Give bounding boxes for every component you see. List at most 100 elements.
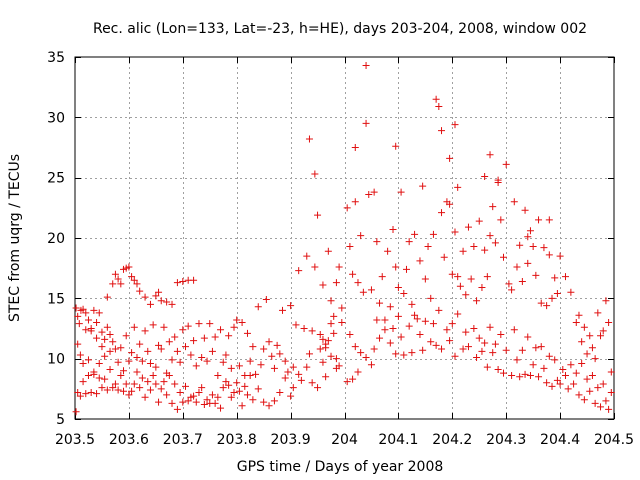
data-point <box>176 388 184 396</box>
data-point <box>295 267 303 275</box>
data-point <box>338 318 346 326</box>
data-point <box>74 388 82 396</box>
data-point <box>79 305 87 313</box>
data-point <box>451 352 459 360</box>
data-point <box>378 273 386 281</box>
data-point <box>160 378 168 386</box>
data-point <box>133 280 141 288</box>
data-point <box>187 351 195 359</box>
data-point <box>386 303 394 311</box>
data-point <box>117 280 125 288</box>
data-point <box>120 387 128 395</box>
data-point <box>287 302 295 310</box>
data-point <box>489 349 497 357</box>
data-point <box>138 374 146 382</box>
data-point <box>497 216 505 224</box>
data-point <box>376 299 384 307</box>
data-point <box>117 344 125 352</box>
data-point <box>381 326 389 334</box>
data-point <box>500 253 508 261</box>
data-point <box>448 270 456 278</box>
data-point <box>268 352 276 360</box>
data-point <box>545 251 553 259</box>
x-tick-label: 204.4 <box>540 432 580 448</box>
data-point <box>160 323 168 331</box>
data-point <box>319 281 327 289</box>
x-tick-label: 203.9 <box>271 432 311 448</box>
data-point <box>481 339 489 347</box>
data-point <box>397 333 405 341</box>
data-point <box>532 344 540 352</box>
data-point <box>176 358 184 366</box>
data-point <box>324 247 332 255</box>
data-point <box>543 379 551 387</box>
y-axis: 5 10 15 20 25 30 35 <box>47 50 614 428</box>
data-point <box>287 392 295 400</box>
data-point <box>535 373 543 381</box>
data-point <box>602 397 610 405</box>
data-point <box>130 323 138 331</box>
data-point <box>594 384 602 392</box>
data-point <box>330 312 338 320</box>
data-point <box>297 376 305 384</box>
data-point <box>524 333 532 341</box>
data-point <box>95 309 103 317</box>
data-point <box>270 397 278 405</box>
data-point <box>572 318 580 326</box>
data-point <box>316 345 324 353</box>
data-point <box>464 223 472 231</box>
data-point <box>109 280 117 288</box>
data-point <box>74 312 82 320</box>
data-point <box>483 273 491 281</box>
data-points <box>72 61 615 416</box>
data-point <box>168 399 176 407</box>
data-point <box>411 230 419 238</box>
data-point <box>486 232 494 240</box>
data-point <box>128 273 136 281</box>
data-point <box>101 375 109 383</box>
data-point <box>279 306 287 314</box>
data-point <box>101 335 109 343</box>
data-point <box>556 252 564 260</box>
data-point <box>373 316 381 324</box>
data-point <box>270 364 278 372</box>
data-point <box>82 390 90 398</box>
data-point <box>181 382 189 390</box>
data-point <box>241 382 249 390</box>
data-point <box>575 391 583 399</box>
data-point <box>475 217 483 225</box>
data-point <box>346 242 354 250</box>
data-point <box>106 331 114 339</box>
x-tick-label: 203.5 <box>55 432 95 448</box>
data-point <box>82 326 90 334</box>
data-point <box>235 387 243 395</box>
data-point <box>319 335 327 343</box>
y-tick-label: 20 <box>47 231 65 247</box>
data-point <box>136 287 144 295</box>
data-point <box>389 325 397 332</box>
data-point <box>122 332 130 340</box>
data-point <box>400 351 408 359</box>
data-point <box>84 372 92 380</box>
data-point <box>138 357 146 365</box>
data-point <box>120 367 128 375</box>
x-axis: 203.5 203.6 203.7 203.8 203.9 204 204.1 204.2 20… <box>55 57 634 448</box>
data-point <box>146 386 154 394</box>
y-axis-label: STEC from uqrg / TECUs <box>7 154 23 322</box>
data-point <box>133 353 141 361</box>
data-point <box>354 368 362 376</box>
data-point <box>93 318 101 326</box>
data-point <box>74 340 82 348</box>
data-point <box>529 361 537 369</box>
data-point <box>521 206 529 214</box>
data-point <box>494 178 502 186</box>
data-point <box>141 393 149 401</box>
data-point <box>211 399 219 407</box>
data-point <box>405 238 413 246</box>
data-point <box>192 398 200 406</box>
data-point <box>93 390 101 398</box>
data-point <box>394 312 402 320</box>
data-point <box>314 384 322 392</box>
data-point <box>454 273 462 281</box>
data-point <box>438 345 446 353</box>
